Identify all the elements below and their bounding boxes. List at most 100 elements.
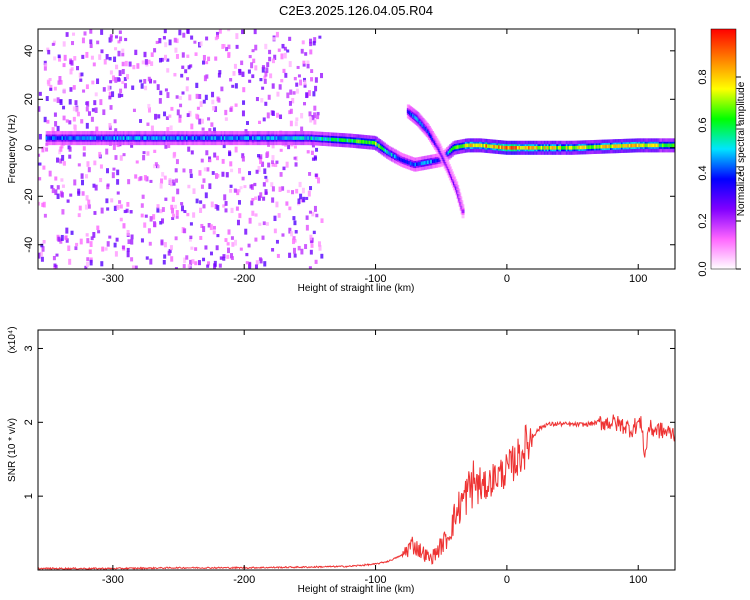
spectrogram-noise-cell [114,77,118,83]
spectrogram-noise-cell [316,114,320,120]
spectrogram-noise-cell [44,63,48,67]
colorbar-tick-label: 0.0 [697,261,709,276]
spectrogram-noise-cell [195,82,199,89]
spectrogram-noise-cell [163,242,167,248]
spectrogram-noise-cell [180,73,184,78]
spectrogram-noise-cell [153,164,157,169]
spectrogram-noise-cell [51,188,55,194]
spectrogram-noise-cell [175,178,179,183]
spectrogram-carrier-core [285,136,289,140]
spectrogram-carrier-core [523,145,527,150]
spectrogram-noise-cell [97,230,101,234]
spectrogram-noise-cell [58,149,62,155]
spectrogram-noise-cell [112,167,116,171]
spectrogram-noise-cell [139,79,143,83]
spectrogram-noise-cell [119,36,123,42]
spectrogram-x-tick-label: -100 [365,273,387,285]
spectrogram-noise-cell [280,78,284,83]
spectrogram-noise-cell [283,46,287,51]
spectrogram-carrier-core [540,145,544,150]
spectrogram-carrier-core [490,144,494,149]
spectrogram-noise-cell [109,80,113,84]
spectrogram-carrier-core [420,161,424,166]
spectrogram-noise-cell [216,96,220,102]
spectrogram-noise-cell [80,119,84,124]
spectrogram-carrier-core [233,136,237,140]
spectrogram-noise-cell [212,127,216,133]
spectrogram-noise-cell [313,105,317,111]
spectrogram-noise-cell [237,200,241,205]
spectrogram-noise-cell [229,78,233,82]
spectrogram-noise-cell [160,239,164,246]
spectrogram-carrier-core [382,147,386,152]
spectrogram-noise-cell [191,259,195,264]
spectrogram-carrier-core [367,140,371,145]
spectrogram-noise-cell [248,55,252,59]
spectrogram-noise-cell [62,41,66,47]
spectrogram-carrier-core [129,136,133,140]
spectrogram-noise-cell [40,256,44,262]
spectrogram-noise-cell [90,116,94,122]
spectrogram-noise-cell [130,239,134,245]
spectrogram-noise-cell [111,91,115,98]
spectrogram-noise-cell [248,171,252,176]
spectrogram-carrier-core [340,138,344,142]
spectrogram-noise-cell [235,33,239,40]
spectrogram-noise-cell [300,48,304,54]
spectrogram-noise-cell [162,259,166,265]
spectrogram-carrier-core [289,136,293,140]
spectrogram-carrier-core [96,136,100,140]
spectrogram-carrier-core [647,143,651,148]
spectrogram-noise-cell [106,184,110,190]
spectrogram-noise-cell [301,187,305,194]
spectrogram-noise-cell [288,36,292,41]
spectrogram-carrier-core [638,143,642,148]
spectrogram-noise-cell [199,41,203,47]
spectrogram-noise-cell [178,117,182,123]
spectrogram-noise-cell [248,217,252,224]
spectrogram-noise-cell [263,75,267,80]
spectrogram-carrier-core [217,136,221,140]
spectrogram-noise-cell [200,118,204,124]
spectrogram-noise-cell [279,148,283,152]
spectrogram-noise-cell [250,62,254,69]
spectrogram-noise-cell [202,178,206,183]
spectrogram-carrier-core [124,136,128,140]
spectrogram-noise-cell [176,188,180,195]
spectrogram-noise-cell [271,248,275,252]
spectrogram-carrier-core [253,136,257,140]
spectrogram-noise-cell [112,144,116,150]
spectrogram-carrier-core [208,136,212,140]
spectrogram-noise-cell [199,207,203,213]
spectrogram-carrier-core [92,136,96,140]
spectrogram-noise-cell [164,42,168,48]
spectrogram-carrier-core [624,144,628,148]
spectrogram-carrier-core [592,145,596,149]
spectrogram-carrier-core [332,137,336,142]
spectrogram-noise-cell [228,151,232,156]
spectrogram-noise-cell [271,58,275,64]
spectrogram-noise-cell [180,205,184,212]
spectrogram-noise-cell [259,78,263,82]
spectrogram-carrier-core [398,157,402,161]
spectrogram-noise-cell [212,230,216,235]
spectrogram-noise-cell [292,91,296,95]
spectrogram-noise-cell [245,261,249,265]
spectrogram-carrier-core [165,136,169,140]
spectrogram-noise-cell [285,201,289,206]
spectrogram-carrier-core [237,136,241,140]
spectrogram-carrier-core [143,136,147,140]
spectrogram-noise-cell [241,71,245,77]
spectrogram-carrier-core [56,136,60,140]
spectrogram-carrier-core [245,136,249,140]
spectrogram-noise-cell [61,184,65,188]
spectrogram-noise-cell [187,184,191,189]
snr-ticks: -300 -200 -100 0 100 1 2 3 [23,330,675,586]
spectrogram-noise-cell [308,111,312,117]
spectrogram-carrier-core [50,136,54,140]
spectrogram-noise-cell [116,204,120,210]
spectrogram-noise-cell [163,29,167,34]
spectrogram-noise-cell [214,106,218,113]
spectrogram-noise-cell [99,99,103,106]
spectrogram-noise-cell [222,44,226,48]
